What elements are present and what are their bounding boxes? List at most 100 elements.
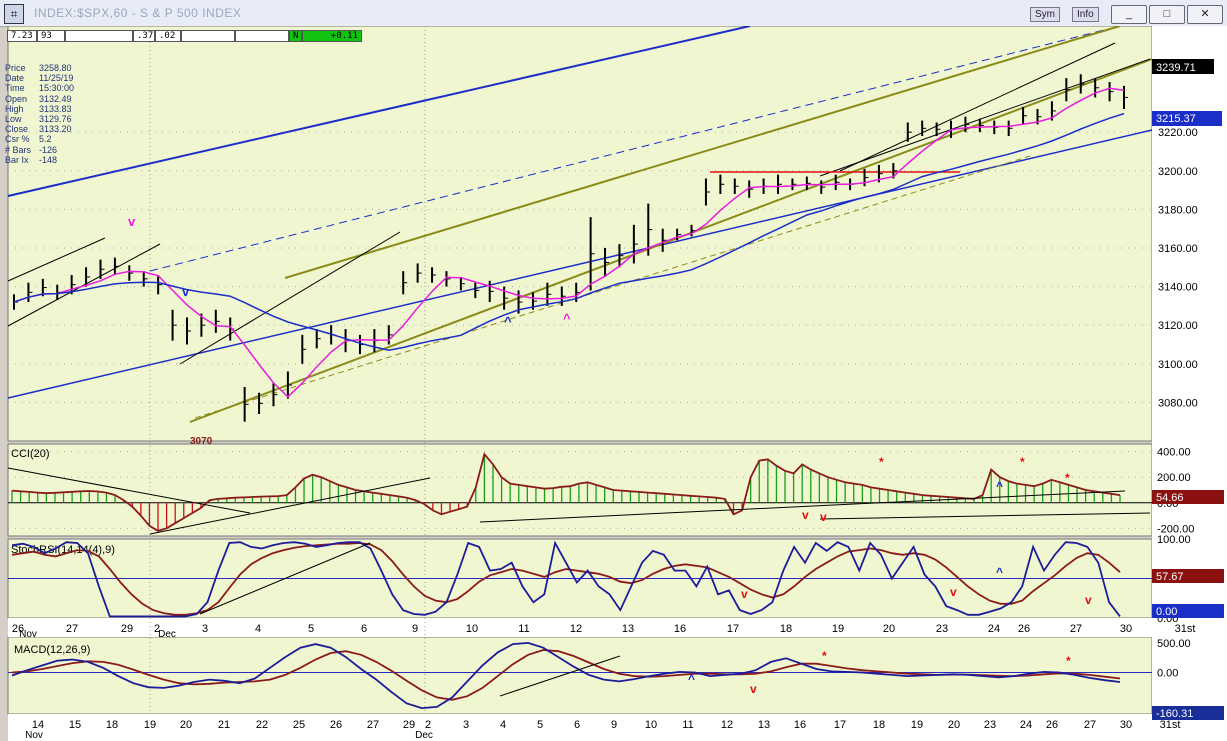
close-button[interactable]: ✕ [1187,5,1223,24]
cci-title: CCI(20) [11,448,50,460]
data-value: -148 [39,154,58,165]
macd-value-label: -160.31 [1156,708,1193,720]
thin-trendline [839,42,1116,172]
date-tick-label: 21 [218,719,230,731]
date-tick-label: 11 [518,623,529,635]
cci-annotation: * [1065,471,1070,485]
cci-trendline [819,512,1151,520]
date-tick-label: 11 [682,719,693,731]
cci-annotation: * [1020,455,1025,469]
stochrsi-annotation: v [741,587,748,601]
thin-trendline [7,237,106,282]
date-tick-label: 19 [832,623,844,635]
ma-value-label: 3215.37 [1156,113,1196,125]
restore-button[interactable]: □ [1149,5,1185,24]
date-tick-label: 27 [367,719,379,731]
date-tick-label: 30 [1120,719,1132,731]
olive-lower-channel [189,58,1153,423]
chart-app-icon[interactable]: ⌗ [4,4,24,24]
date-tick-label: 17 [727,623,739,635]
thin-trendline [179,231,401,365]
price-low-label: 3070 [190,436,213,447]
info-button[interactable]: Info [1072,7,1099,22]
price-tick-label: 3120.00 [1158,320,1198,332]
stochrsi-value-label: 57.67 [1156,571,1184,583]
date-tick-label: 27 [1084,719,1096,731]
sym-button[interactable]: Sym [1030,7,1060,22]
date-tick-label: 24 [1020,719,1032,731]
price-tick-label: 3180.00 [1158,204,1198,216]
data-label: Csr % [5,134,30,145]
right-axis [1152,26,1227,714]
ma-value-badge [1152,111,1222,126]
date-tick-label: 10 [466,623,478,635]
cci-tick-label: 200.00 [1157,472,1191,484]
macd-annotation: v [750,682,757,696]
macd-tick-label: 0.00 [1157,668,1178,680]
stochrsi-tick-label: 100.00 [1157,534,1191,546]
macd-line [11,641,1121,710]
data-label: Close [5,124,29,135]
data-value: 3133.83 [39,103,72,114]
cci-value-label: 54.66 [1156,492,1184,504]
price-bars [13,74,1128,422]
date-tick-label: 23 [984,719,996,731]
date-tick-label: 26 [12,623,24,635]
date-tick-label: 26 [1046,719,1058,731]
data-label: Bar Ix [5,154,29,165]
date-tick-label: 20 [180,719,192,731]
date-tick-label: 9 [611,719,617,731]
cci-annotation: v [802,508,809,522]
date-tick-label: 18 [106,719,118,731]
date-tick-label: 4 [255,623,261,635]
macd-annotation: * [822,649,827,663]
data-window-row: Price 3258.80 [5,63,74,73]
cci-trendline [149,477,431,535]
date-tick-label: 16 [674,623,686,635]
title-bar[interactable]: ⌗ INDEX:$SPX,60 - S & P 500 INDEX Sym In… [0,0,1227,27]
info-strip-cell: 93 [37,30,65,42]
data-label: Open [5,93,28,104]
chart-canvas[interactable]: 3220.003200.003180.003160.003140.003120.… [0,26,1227,741]
date-tick-label: 3 [463,719,469,731]
macd-annotation: * [1066,654,1071,668]
date-tick-label: 18 [780,623,792,635]
stochrsi-trendline [199,542,371,615]
date-tick-label: 16 [794,719,806,731]
macd-tick-label: 500.00 [1157,638,1191,650]
info-strip-cell: N [289,30,302,42]
info-strip-cell [235,30,289,42]
cci-annotation: v [820,510,827,524]
data-value: 3258.80 [39,63,72,73]
cci-panel [7,443,1153,537]
last-price-badge [1152,59,1214,74]
data-window-row: High 3133.83 [5,104,74,114]
date-tick-label: 27 [1070,623,1082,635]
info-strip: 7.23 93 .37 .02 N +0.11 [7,30,362,42]
stochrsi-value-label: 0.00 [1156,606,1177,618]
data-window-row: Close 3133.20 [5,124,74,134]
date-tick-label: 12 [570,623,582,635]
olive-upper-channel [284,26,1121,279]
date-tick-label: 13 [758,719,770,731]
stochrsi-annotation: v [1085,593,1092,607]
minimize-button[interactable]: _ [1111,5,1147,24]
price-tick-label: 3140.00 [1158,282,1198,294]
data-label: # Bars [5,144,32,155]
date-month-label: Dec [415,730,433,741]
date-tick-label: 2 [154,623,160,635]
price-tick-label: 3220.00 [1158,127,1198,139]
date-tick-label: 17 [834,719,846,731]
data-window-row: # Bars -126 [5,145,74,155]
stochrsi-value-badge [1152,569,1224,583]
cci-annotation: ^ [996,479,1003,493]
data-value: 3132.49 [39,93,72,104]
date-tick-label: 12 [721,719,733,731]
price-tick-label: 3100.00 [1158,359,1198,371]
data-value: 5.2 [39,134,52,145]
date-month-label: Nov [19,629,37,640]
cci-value-badge [1152,490,1224,504]
info-strip-cell [181,30,235,42]
date-tick-label: 26 [1018,623,1030,635]
date-tick-label: 6 [574,719,580,731]
